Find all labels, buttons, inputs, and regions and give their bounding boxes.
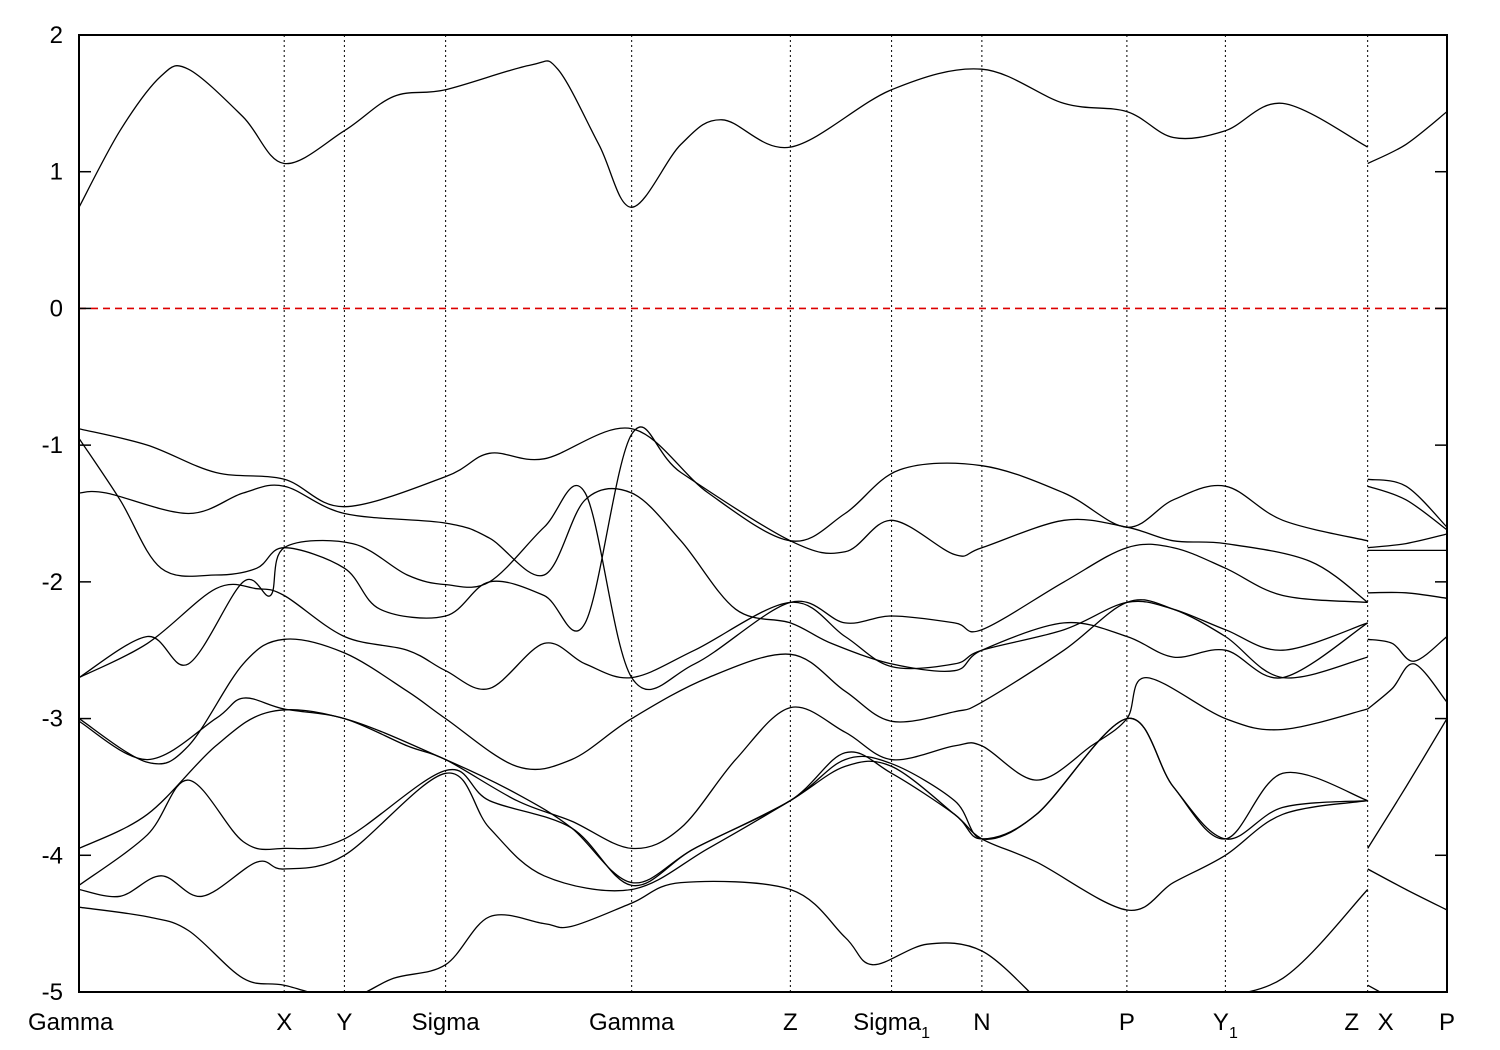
band-line [1367, 635, 1447, 662]
plot-frame [78, 34, 1448, 993]
y-axis: 2 1 0 -1 -2 -3 -4 -5 [42, 22, 1447, 1006]
band-line [79, 880, 1031, 992]
band-line [1367, 718, 1447, 849]
y-tick-label: -1 [42, 432, 63, 459]
kpoint-label: Z [1344, 1009, 1359, 1036]
y-tick-label: 2 [50, 22, 63, 49]
band-line [1367, 591, 1447, 599]
kpoint-label: X [276, 1009, 292, 1036]
y-tick-label: -3 [42, 706, 63, 733]
kpoint-label: P [1439, 1009, 1455, 1036]
band-line [1367, 478, 1447, 528]
y-tick-label: -5 [42, 979, 63, 1006]
kpoint-label: Z [783, 1009, 798, 1036]
band-line [79, 60, 1368, 208]
y-tick-label: 1 [50, 159, 63, 186]
kpoint-label: Gamma [589, 1009, 675, 1036]
band-line [79, 599, 1368, 771]
y-tick-label: -4 [42, 842, 63, 869]
band-line [1367, 533, 1447, 549]
band-line [79, 760, 1368, 911]
band-line [79, 484, 1368, 691]
bands [79, 60, 1447, 992]
band-line [1367, 111, 1447, 165]
kpoint-label: Sigma1 [853, 1009, 930, 1042]
band-line [79, 583, 1368, 690]
band-line [1367, 663, 1447, 710]
kpoint-label: Gamma [28, 1009, 114, 1036]
kpoint-label: Y [336, 1009, 352, 1036]
band-line [1367, 868, 1447, 911]
y-tick-label: -2 [42, 569, 63, 596]
band-line [79, 426, 1369, 632]
band-line [79, 427, 1368, 542]
band-line [79, 484, 1369, 679]
band-line [1244, 889, 1369, 992]
kpoint-label: Sigma [412, 1009, 481, 1036]
band-line [1367, 984, 1382, 992]
kpoint-label: P [1119, 1009, 1135, 1036]
band-line [79, 709, 1368, 884]
x-axis: Gamma X Y Sigma Gamma Z Sigma1 N P Y1 Z X P [28, 1009, 1455, 1042]
band-line [79, 717, 1368, 887]
kpoint-label: N [973, 1009, 990, 1036]
band-line [1367, 485, 1447, 531]
band-line [79, 676, 1368, 850]
kpoint-label: X [1378, 1009, 1394, 1036]
kpoint-label: Y1 [1213, 1009, 1238, 1042]
y-tick-label: 0 [50, 295, 63, 322]
kpoint-lines [283, 35, 1369, 992]
